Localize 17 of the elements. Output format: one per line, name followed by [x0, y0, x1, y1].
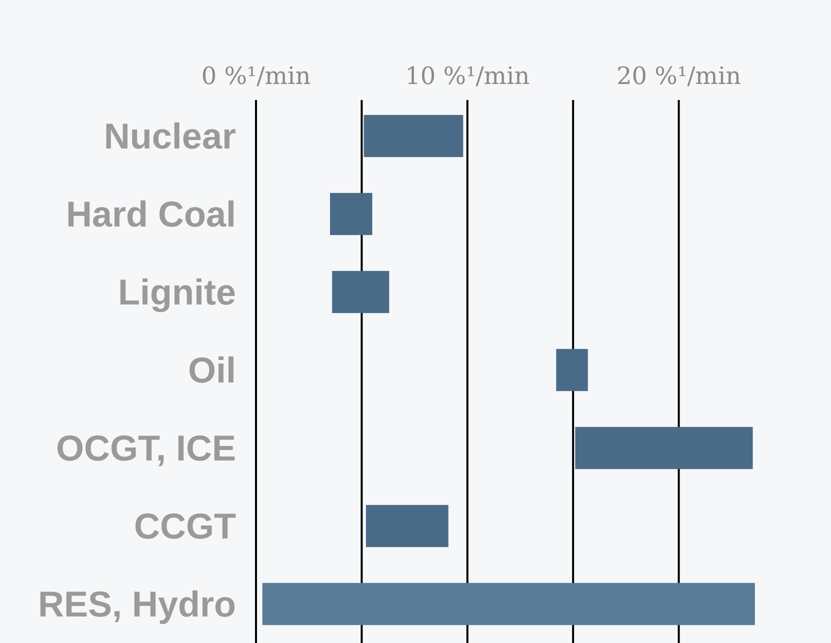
x-tick-label: 0 %¹/min: [201, 62, 311, 90]
bar: [366, 504, 448, 548]
y-tick-label: Nuclear: [104, 116, 236, 157]
y-tick-label: CCGT: [134, 506, 236, 547]
bar: [575, 426, 753, 470]
y-tick-label: OCGT, ICE: [56, 428, 236, 469]
bar: [262, 582, 755, 626]
y-tick-label: RES, Hydro: [38, 584, 236, 625]
bar: [364, 114, 464, 158]
x-tick-label: 10 %¹/min: [405, 62, 530, 90]
y-tick-label: Hard Coal: [66, 194, 236, 235]
bar: [556, 348, 588, 392]
y-tick-label: Oil: [188, 350, 236, 391]
bar: [332, 270, 390, 314]
x-tick-label: 20 %¹/min: [616, 62, 742, 90]
bar: [330, 192, 372, 236]
y-tick-label: Lignite: [118, 272, 236, 313]
